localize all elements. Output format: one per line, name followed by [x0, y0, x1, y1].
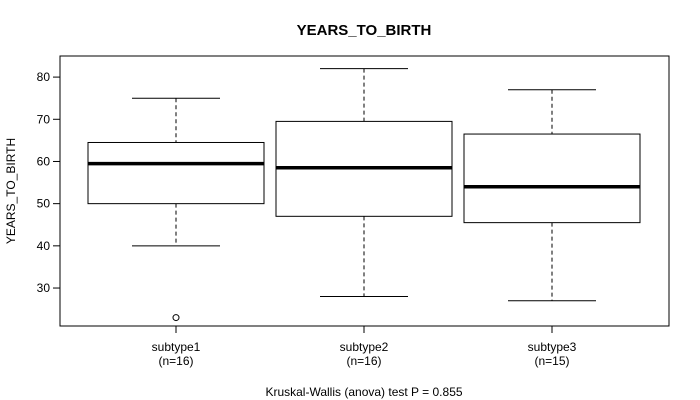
y-tick-label: 30 [37, 281, 51, 295]
y-tick-label: 70 [37, 112, 51, 126]
x-count-label: (n=16) [158, 354, 193, 368]
x-tick-label: subtype2 [340, 340, 389, 354]
x-count-label: (n=16) [346, 354, 381, 368]
box-group-subtype2 [275, 68, 453, 297]
y-tick-label: 80 [37, 70, 51, 84]
x-count-label: (n=15) [534, 354, 569, 368]
y-tick-label: 50 [37, 197, 51, 211]
y-axis-label: YEARS_TO_BIRTH [4, 138, 18, 244]
iqr-box [87, 141, 265, 205]
box-group-subtype1 [87, 97, 265, 322]
test-footer: Kruskal-Wallis (anova) test P = 0.855 [265, 385, 462, 399]
iqr-box [463, 133, 641, 224]
outlier-point [172, 314, 180, 322]
y-tick-label: 40 [37, 239, 51, 253]
y-axis: 30 40 50 60 70 80 [37, 70, 61, 295]
chart-title: YEARS_TO_BIRTH [297, 22, 432, 39]
x-tick-label: subtype1 [152, 340, 201, 354]
box-group-subtype3 [463, 89, 641, 302]
boxes [87, 68, 641, 322]
x-axis: subtype1(n=16)subtype2(n=16)subtype3(n=1… [152, 325, 577, 368]
x-tick-label: subtype3 [528, 340, 577, 354]
y-tick-label: 60 [37, 154, 51, 168]
